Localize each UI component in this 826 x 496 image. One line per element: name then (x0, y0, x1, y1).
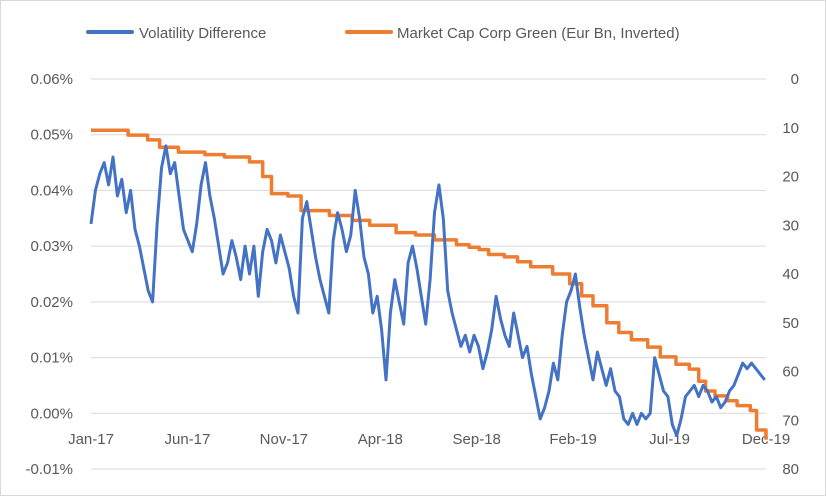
y-left-tick-label: 0.01% (30, 350, 73, 367)
x-axis: Jan-17 Jun-17 Nov-17 Apr-18 Sep-18 Feb-19 Jul-… (68, 431, 790, 448)
y-right-tick-label: 30 (782, 217, 799, 234)
legend: Volatility Difference Market Cap Corp Gr… (86, 25, 680, 42)
y-left-tick-label: 0.02% (30, 294, 73, 311)
x-tick-label: Jul-19 (649, 431, 690, 448)
y-left-tick-label: 0.00% (30, 405, 73, 422)
y-left-tick-label: -0.01% (25, 461, 73, 478)
x-tick-label: Jan-17 (68, 431, 114, 448)
x-tick-label: Sep-18 (453, 431, 501, 448)
x-tick-label: Jun-17 (164, 431, 210, 448)
y-right-tick-label: 80 (782, 461, 799, 478)
y-right-tick-label: 0 (791, 71, 799, 88)
y-right-tick-label: 20 (782, 169, 799, 186)
y-left-tick-label: 0.06% (30, 71, 73, 88)
x-tick-label: Apr-18 (358, 431, 403, 448)
series-line-volatility (89, 144, 766, 438)
legend-label-market-cap: Market Cap Corp Green (Eur Bn, Inverted) (397, 25, 680, 42)
y-right-tick-label: 50 (782, 315, 799, 332)
y-right-tick-label: 70 (782, 412, 799, 429)
y-right-tick-label: 60 (782, 364, 799, 381)
y-axis-left: 0.06% 0.05% 0.04% 0.03% 0.02% 0.01% 0.00% -0.01… (25, 71, 73, 478)
y-left-tick-label: 0.05% (30, 127, 73, 144)
x-tick-label: Nov-17 (260, 431, 308, 448)
y-left-tick-label: 0.04% (30, 182, 73, 199)
y-left-tick-label: 0.03% (30, 238, 73, 255)
y-right-tick-label: 10 (782, 120, 799, 137)
gridlines (91, 78, 766, 470)
legend-label-volatility: Volatility Difference (139, 25, 266, 42)
y-axis-right: 0 10 20 30 40 50 60 70 80 (782, 71, 799, 478)
x-tick-label: Feb-19 (549, 431, 597, 448)
y-right-tick-label: 40 (782, 266, 799, 283)
series-layer (89, 128, 768, 440)
series-line-market-cap (91, 128, 768, 440)
